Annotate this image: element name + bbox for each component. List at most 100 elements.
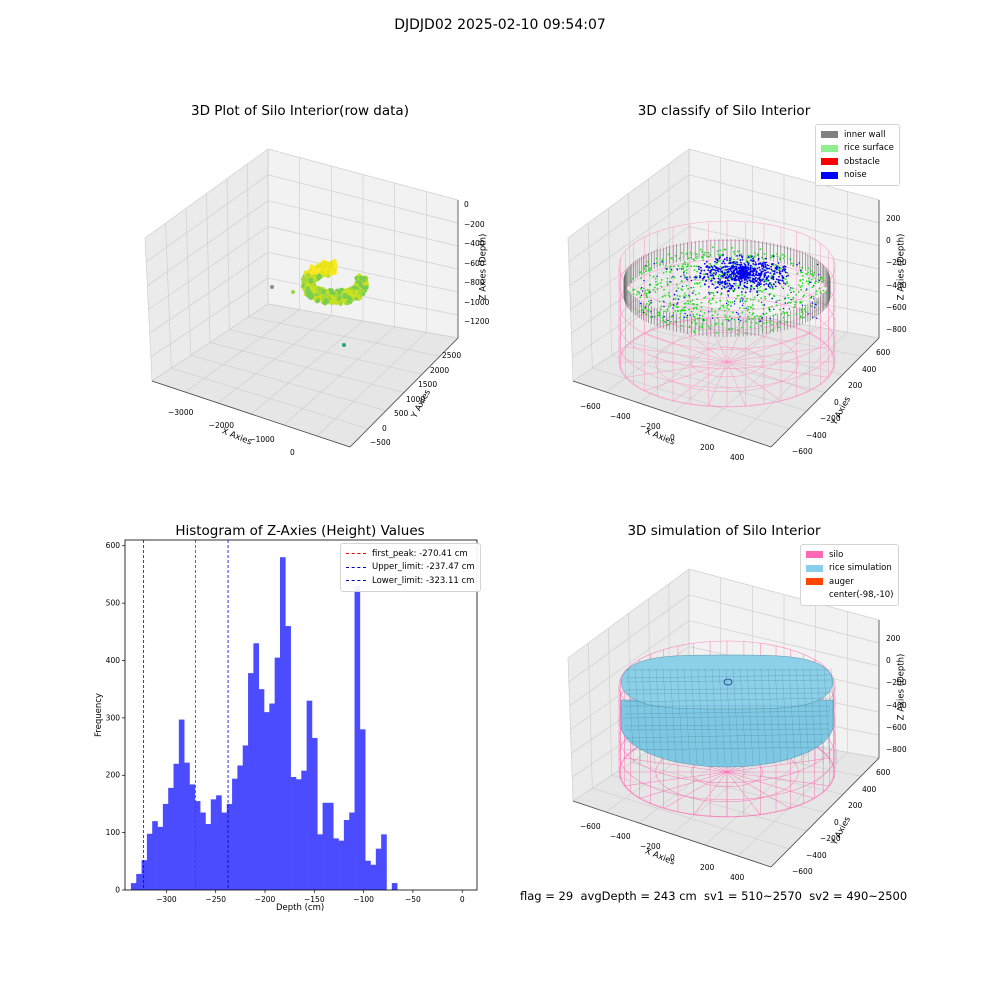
- rice-surface-point: [816, 301, 819, 304]
- data-point: [301, 279, 306, 284]
- rice-surface-point: [730, 256, 733, 259]
- rice-surface-point: [638, 310, 640, 313]
- rice-surface-point: [756, 253, 759, 256]
- rice-surface-point: [788, 301, 790, 304]
- rice-surface-point: [790, 301, 792, 304]
- rice-surface-point: [776, 299, 779, 302]
- rice-surface-point: [786, 294, 789, 296]
- rice-surface-point: [686, 265, 688, 268]
- rice-surface-point: [669, 271, 672, 274]
- rice-surface-point: [655, 284, 658, 286]
- data-point: [337, 289, 343, 295]
- rice-surface-point: [689, 251, 692, 254]
- rice-surface-point: [799, 286, 802, 289]
- z-tick-label: −800: [886, 745, 907, 754]
- data-point: [359, 275, 364, 281]
- rice-surface-point: [660, 279, 663, 281]
- silo-wireframe: [726, 361, 810, 392]
- rice-surface-point: [640, 288, 642, 290]
- rice-surface-point: [708, 327, 711, 330]
- data-point: [306, 272, 311, 278]
- noise-point: [778, 266, 781, 269]
- rice-surface-point: [659, 282, 662, 284]
- rice-surface-point: [680, 280, 683, 283]
- rice-surface-point: [693, 282, 696, 285]
- rice-surface-point: [678, 257, 681, 260]
- rice-surface-point: [779, 258, 781, 261]
- rice-surface-point: [664, 310, 666, 313]
- rice-surface-point: [701, 326, 703, 329]
- rice-surface-point: [723, 269, 726, 271]
- rice-surface-point: [709, 299, 711, 301]
- rice-surface-point: [781, 253, 784, 256]
- rice-surface-point: [645, 313, 648, 316]
- rice-surface-point: [638, 291, 640, 293]
- rice-surface-point: [701, 279, 704, 282]
- x-tick-label: −1000: [249, 434, 275, 444]
- rice-surface-point: [693, 269, 696, 272]
- rice-surface-point: [649, 274, 651, 277]
- rice-surface-point: [670, 315, 673, 318]
- rice-surface-point: [693, 265, 696, 267]
- rice-surface-point: [713, 294, 715, 297]
- rice-surface-point: [776, 322, 778, 325]
- y-tick-label: −400: [806, 850, 827, 860]
- rice-surface-point: [715, 331, 718, 334]
- rice-surface-point: [747, 308, 749, 311]
- rice-surface-point: [644, 289, 647, 292]
- rice-surface-point: [792, 306, 795, 309]
- rice-surface-point: [678, 267, 681, 270]
- rice-surface-point: [735, 282, 737, 285]
- rice-surface-point: [693, 290, 695, 292]
- rice-surface-point: [738, 250, 741, 252]
- rice-surface-point: [677, 287, 679, 290]
- rice-surface-point: [725, 316, 728, 319]
- z-tick-label: −1000: [464, 297, 490, 307]
- rice-surface-point: [683, 261, 686, 264]
- rice-surface-point: [709, 254, 711, 256]
- grid-line: [267, 148, 459, 201]
- rice-surface-point: [710, 308, 713, 310]
- rice-surface-point: [674, 309, 676, 312]
- rice-surface-point: [763, 295, 766, 298]
- rice-surface-point: [659, 314, 661, 317]
- y-tick-label: 600: [876, 768, 891, 777]
- rice-surface-point: [727, 293, 729, 296]
- rice-surface-point: [663, 288, 665, 291]
- x-tick-label: −400: [610, 832, 631, 842]
- axis-line: [349, 337, 459, 448]
- rice-surface-point: [662, 258, 664, 260]
- rice-surface-point: [719, 259, 721, 262]
- rice-surface-point: [773, 294, 775, 297]
- rice-surface-point: [719, 299, 721, 302]
- rice-surface-point: [700, 256, 703, 258]
- rice-surface-point: [642, 266, 645, 269]
- noise-point: [756, 267, 759, 270]
- grid-line: [568, 174, 690, 263]
- data-point: [350, 293, 356, 298]
- rice-surface-point: [645, 270, 647, 273]
- rice-surface-point: [805, 289, 808, 292]
- rice-surface-point: [752, 304, 754, 306]
- rice-surface-point: [687, 287, 689, 290]
- noise-point: [779, 279, 781, 282]
- rice-surface-point: [710, 291, 713, 294]
- noise-point: [717, 277, 720, 280]
- rice-surface-point: [747, 254, 750, 257]
- rice-surface-point: [726, 299, 728, 302]
- rice-surface-point: [720, 277, 722, 279]
- rice-surface-point: [724, 318, 727, 321]
- x-tick-label: 0: [290, 448, 295, 457]
- rice-surface-point: [649, 269, 652, 272]
- rice-surface-point: [724, 314, 726, 317]
- rice-surface-point: [719, 249, 722, 252]
- rice-surface-point: [741, 311, 744, 314]
- rice-surface-point: [703, 273, 705, 275]
- rice-surface-point: [653, 286, 656, 289]
- rice-surface-point: [660, 305, 663, 308]
- rice-surface-point: [690, 253, 693, 256]
- rice-surface-point: [647, 309, 650, 311]
- rice-surface-point: [640, 277, 642, 280]
- rice-surface-point: [805, 280, 808, 283]
- rice-surface-point: [708, 255, 710, 258]
